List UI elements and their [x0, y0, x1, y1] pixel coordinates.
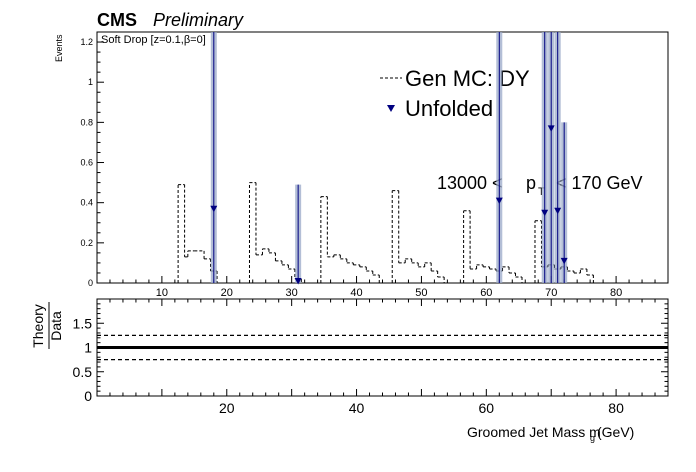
- top-y-tick-label: 0: [88, 278, 93, 288]
- top-x-tick-label: 40: [350, 287, 362, 299]
- unfolded-point: [560, 257, 568, 265]
- experiment-label: CMS: [97, 10, 137, 30]
- ratio-ylabel-num: Theory: [30, 304, 46, 348]
- top-x-tick-label: 60: [480, 287, 492, 299]
- ratio-y-tick-label: 0.5: [73, 364, 93, 380]
- ratio-x-tick-label: 60: [479, 400, 495, 416]
- top-ylabel: Events: [54, 34, 64, 62]
- top-x-tick-label: 10: [156, 287, 168, 299]
- top-panel-frame: [96, 31, 669, 284]
- top-x-tick-label: 70: [545, 287, 557, 299]
- top-x-tick-label: 80: [610, 287, 622, 299]
- unfolded-point: [210, 205, 218, 213]
- ratio-x-tick-label: 20: [219, 400, 235, 416]
- pt-range-var: p: [526, 173, 536, 193]
- top-y-tick-label: 0.8: [80, 117, 93, 127]
- x-axis-title: Groomed Jet Mass m g (GeV): [467, 424, 634, 443]
- top-x-tick-label: 20: [221, 287, 233, 299]
- pt-range-upper: < 170 GeV: [556, 173, 643, 193]
- legend-marker-unfolded: [387, 105, 395, 112]
- top-y-tick-label: 0.2: [80, 238, 93, 248]
- legend: Gen MC: DY Unfolded: [380, 66, 530, 121]
- ratio-y-tick-label: 1.5: [73, 315, 93, 331]
- pt-range-var-sub: T: [538, 186, 545, 198]
- status-label: Preliminary: [153, 10, 244, 30]
- ratio-y-tick-label: 0: [84, 388, 92, 404]
- top-y-tick-label: 0.6: [80, 158, 93, 168]
- unfolded-point: [554, 207, 562, 215]
- top-y-tick-label: 1.2: [80, 37, 93, 47]
- x-axis-title-main: Groomed Jet Mass m: [467, 424, 601, 440]
- ratio-ylabel-den: Data: [48, 311, 64, 341]
- unfolded-point: [495, 197, 503, 205]
- ratio-x-tick-label: 40: [349, 400, 365, 416]
- soft-drop-annotation: Soft Drop [z=0.1,β=0]: [101, 34, 206, 46]
- ratio-y-tick-label: 1: [84, 340, 92, 356]
- ratio-ylabel: Theory Data: [30, 302, 64, 349]
- unfolded-point: [541, 209, 549, 217]
- unfolded-point: [547, 125, 555, 132]
- legend-label-unfolded: Unfolded: [405, 96, 493, 121]
- top-y-tick-label: 0.4: [80, 198, 93, 208]
- ratio-x-tick-label: 80: [608, 400, 624, 416]
- pt-range-lower: 13000 <: [437, 173, 503, 193]
- unfolded-point: [294, 277, 302, 285]
- legend-label-gen-mc: Gen MC: DY: [405, 66, 530, 91]
- x-axis-title-unit: (GeV): [597, 424, 634, 440]
- top-x-tick-label: 50: [415, 287, 427, 299]
- pt-range-label: 13000 < p T < 170 GeV: [437, 173, 643, 198]
- top-x-tick-label: 30: [286, 287, 298, 299]
- x-axis-title-sub: g: [590, 433, 595, 443]
- top-y-tick-label: 1: [88, 77, 93, 87]
